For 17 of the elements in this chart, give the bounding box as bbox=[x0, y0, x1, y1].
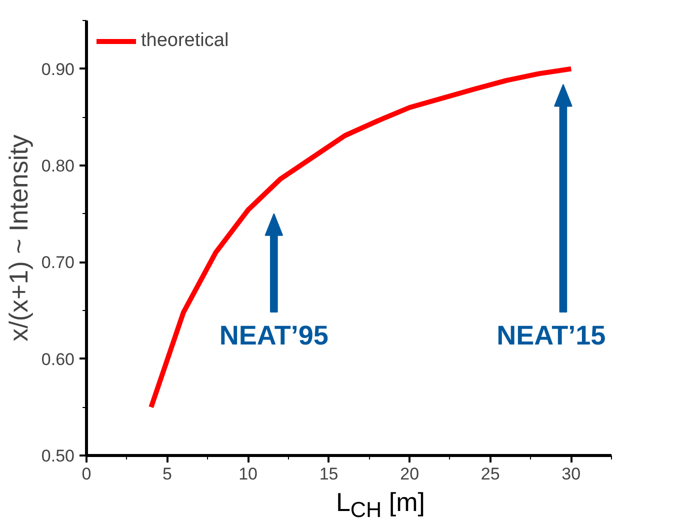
y-axis-title: x/(x+1) ~ Intensity bbox=[3, 134, 34, 342]
y-tick-label: 0.70 bbox=[41, 253, 75, 272]
annotation: NEAT’95 bbox=[219, 320, 328, 351]
y-tick-label: 0.90 bbox=[41, 60, 75, 79]
y-tick-label: 0.60 bbox=[41, 350, 75, 369]
y-tick-label: 0.80 bbox=[41, 156, 75, 176]
annotation: NEAT’15 bbox=[496, 320, 606, 351]
x-axis-title: L$_{CH}$ [m] bbox=[336, 487, 426, 524]
x-tick-label: 5 bbox=[162, 464, 172, 484]
x-tick-label: 20 bbox=[400, 464, 420, 484]
x-tick-label: 10 bbox=[238, 464, 258, 484]
x-tick-label: 30 bbox=[562, 464, 581, 484]
y-tick-label: 0.50 bbox=[41, 446, 75, 466]
x-tick-label: 25 bbox=[480, 464, 500, 484]
legend-label: theoretical bbox=[141, 30, 229, 52]
x-tick-label: 15 bbox=[319, 464, 338, 484]
x-tick-label: 0 bbox=[82, 464, 92, 484]
